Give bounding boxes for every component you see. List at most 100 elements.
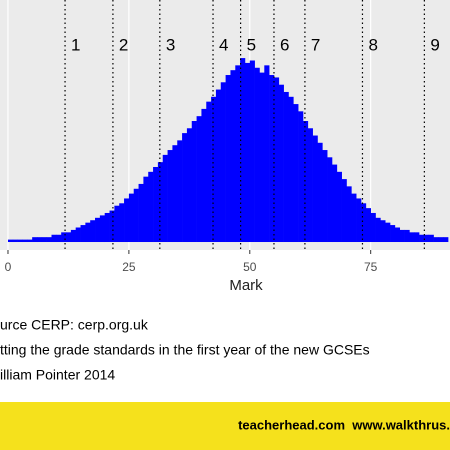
bar: [157, 162, 164, 243]
bar: [119, 203, 125, 243]
bar: [365, 208, 371, 243]
bar: [104, 212, 110, 243]
bar: [196, 116, 202, 243]
bar: [177, 140, 183, 243]
bar: [17, 239, 23, 243]
bar: [124, 198, 130, 243]
bar: [56, 234, 62, 243]
bar: [409, 232, 415, 243]
bar: [90, 220, 96, 243]
bar: [346, 186, 352, 243]
bar: [215, 89, 222, 243]
bar: [138, 183, 144, 243]
bar: [186, 128, 193, 243]
grade-label: 5: [247, 35, 256, 54]
bar: [380, 220, 386, 243]
bar: [148, 171, 154, 243]
bar: [302, 121, 309, 243]
bar: [95, 217, 101, 243]
bar: [172, 145, 178, 243]
bar: [41, 237, 47, 243]
bar: [114, 205, 120, 243]
bar: [249, 60, 255, 243]
bar: [404, 229, 410, 243]
bar: [278, 84, 284, 243]
grade-label: 3: [166, 35, 175, 54]
bar: [423, 234, 430, 243]
x-tick-label: 25: [122, 260, 136, 274]
bar: [32, 237, 38, 243]
bar: [269, 75, 275, 243]
bar: [288, 96, 294, 243]
bar: [211, 96, 217, 243]
bar: [356, 198, 362, 243]
note: urce CERP: cerp.org.uk: [0, 317, 149, 333]
bar: [244, 62, 251, 243]
bar: [351, 193, 357, 243]
grade-label: 9: [430, 35, 439, 54]
grade-label: 4: [219, 35, 228, 54]
note: illiam Pointer 2014: [0, 367, 115, 383]
banner-text: teacherhead.com www.walkthrus.: [238, 417, 450, 432]
bar: [70, 229, 76, 243]
bar: [12, 239, 18, 243]
x-tick-label: 0: [5, 260, 12, 274]
bar: [240, 58, 246, 243]
grade-label: 6: [280, 35, 289, 54]
bar: [51, 234, 57, 243]
bar: [298, 111, 304, 243]
grade-label: 7: [311, 35, 320, 54]
bar: [7, 239, 14, 243]
bar: [80, 225, 86, 243]
bar: [22, 239, 28, 243]
banner: [0, 402, 450, 450]
bar: [399, 229, 405, 243]
x-tick-label: 50: [243, 260, 257, 274]
bar: [419, 234, 425, 243]
bar: [317, 142, 323, 243]
bar: [206, 101, 212, 243]
note: tting the grade standards in the first y…: [0, 342, 370, 358]
bar: [75, 227, 81, 243]
bar: [385, 222, 391, 243]
grade-label: 1: [71, 35, 80, 54]
bar: [331, 164, 338, 243]
bar: [394, 227, 401, 243]
bar: [336, 171, 342, 243]
bar: [85, 222, 91, 243]
bar: [162, 154, 168, 243]
bar: [99, 215, 106, 243]
bar: [230, 70, 236, 243]
bar: [273, 77, 280, 243]
grade-label: 2: [119, 35, 128, 54]
bar: [182, 133, 188, 243]
bar: [133, 188, 139, 243]
bar: [264, 65, 270, 243]
bar: [443, 237, 449, 243]
bar: [370, 212, 376, 243]
bar: [225, 75, 231, 243]
bar: [109, 210, 115, 243]
bar: [341, 179, 347, 243]
bar: [390, 225, 396, 243]
bar: [293, 104, 299, 243]
grade-label: 8: [368, 35, 377, 54]
bar: [307, 128, 313, 243]
bar: [46, 237, 52, 243]
bar: [438, 237, 444, 243]
bar: [283, 91, 289, 243]
bar: [375, 217, 381, 243]
bar: [128, 193, 135, 243]
bar: [235, 65, 241, 243]
bar: [36, 237, 43, 243]
bar: [361, 203, 367, 243]
bar: [66, 232, 72, 243]
bar: [433, 237, 439, 243]
bar: [201, 108, 207, 243]
bar: [327, 157, 333, 243]
x-tick-label: 75: [364, 260, 378, 274]
bar: [220, 82, 226, 243]
bar: [259, 72, 265, 243]
bar: [143, 176, 149, 243]
